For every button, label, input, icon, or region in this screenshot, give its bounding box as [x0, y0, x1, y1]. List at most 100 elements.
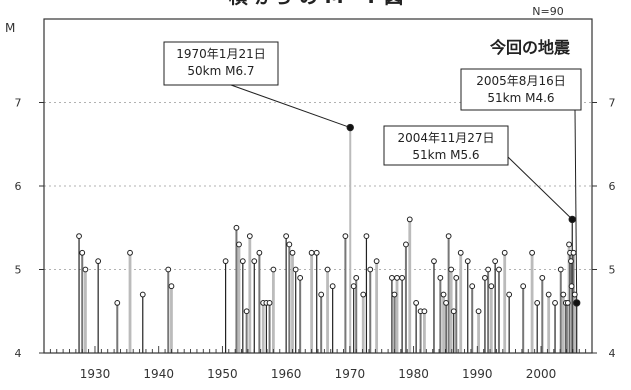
plot-frame: [43, 18, 593, 354]
event-point: [350, 283, 357, 290]
event-point: [127, 249, 133, 256]
event-count-label: N=90: [532, 5, 563, 18]
event-point: [545, 291, 552, 298]
event-point: [308, 249, 315, 256]
event-points: [76, 123, 581, 315]
event-point: [82, 266, 89, 273]
annotation-box: [383, 125, 509, 166]
event-point: [270, 266, 277, 273]
event-point: [568, 215, 576, 224]
event-point: [520, 283, 527, 290]
event-point: [313, 249, 320, 256]
event-point: [564, 300, 571, 306]
event-point: [506, 291, 513, 298]
event-point: [342, 233, 349, 240]
event-point: [568, 258, 574, 265]
event-point: [492, 258, 499, 265]
annotation-text: 51km M4.6: [487, 91, 554, 105]
y-tick-label: 6: [609, 180, 616, 193]
annotation-leader: [574, 109, 578, 303]
y-tick-label: 6: [15, 180, 22, 193]
event-point: [448, 266, 455, 273]
event-point: [469, 283, 476, 290]
event-point: [367, 266, 374, 273]
grid: [44, 102, 592, 270]
event-point: [165, 266, 172, 273]
event-point: [76, 233, 82, 240]
event-point: [488, 283, 495, 290]
event-point: [246, 233, 253, 240]
annotation-box: [460, 68, 582, 111]
event-point: [573, 299, 581, 307]
event-point: [566, 241, 572, 248]
event-point: [353, 274, 360, 281]
event-point: [324, 266, 331, 273]
annotation-text: 51km M5.6: [412, 148, 479, 162]
event-point: [568, 283, 575, 290]
event-point: [222, 258, 229, 265]
annotations: 1970年1月21日 50km M6.7 2004年11月27日 51km M5.6 2…: [163, 38, 582, 166]
event-point: [346, 123, 354, 132]
chart-title: 横 から の M - T 図: [229, 0, 403, 8]
event-point: [552, 300, 558, 306]
event-point: [373, 258, 380, 265]
event-point: [243, 308, 250, 315]
event-point: [283, 233, 290, 240]
x-tick-label: 2000: [526, 367, 557, 381]
annotation-text: 1970年1月21日: [176, 47, 265, 61]
event-point: [421, 308, 428, 315]
event-point: [560, 291, 567, 298]
y-axis-label: M: [5, 21, 15, 35]
y-tick-label: 5: [15, 264, 22, 277]
event-point: [363, 233, 370, 240]
current-event-label: 今回の地震: [489, 38, 571, 57]
event-point: [570, 249, 577, 256]
x-tick-label: 1970: [335, 367, 366, 381]
event-point: [453, 274, 460, 281]
event-point: [440, 291, 447, 298]
event-point: [445, 233, 452, 240]
x-tick-label: 1980: [398, 367, 429, 381]
event-point: [571, 291, 578, 298]
event-point: [256, 249, 263, 256]
event-point: [292, 266, 299, 273]
x-tick-label: 1960: [271, 367, 302, 381]
event-point: [431, 258, 437, 265]
x-tick-label: 1950: [207, 367, 238, 381]
event-point: [406, 216, 413, 223]
annotation-leaders: [230, 84, 578, 303]
annotation-text: 2005年8月16日: [476, 74, 565, 88]
event-point: [539, 274, 546, 281]
event-point: [501, 249, 508, 256]
y-tick-label: 4: [609, 347, 616, 360]
event-point: [266, 300, 273, 306]
event-point: [413, 300, 420, 306]
y-tick-label: 7: [609, 97, 616, 110]
event-point: [482, 274, 488, 281]
annotation-box: [163, 41, 279, 86]
event-point: [394, 274, 400, 281]
event-point: [233, 224, 240, 231]
event-point: [318, 291, 325, 298]
annotation-leader: [507, 156, 573, 220]
annotation-text: 2004年11月27日: [397, 131, 494, 145]
event-point: [437, 274, 444, 281]
event-point: [79, 249, 86, 256]
event-point: [450, 308, 457, 315]
axis-ticks: 4 4 5 5 6 6 7 7 1930 1940 1950 1960 1970 1980 1990 2000: [15, 97, 616, 382]
event-point: [95, 258, 102, 265]
event-point: [289, 249, 296, 256]
event-point: [114, 300, 121, 306]
event-point: [286, 241, 293, 248]
event-point: [529, 249, 536, 256]
event-point: [139, 291, 146, 298]
event-point: [297, 274, 304, 281]
event-point: [236, 241, 242, 248]
event-point: [391, 291, 398, 298]
event-point: [329, 283, 336, 290]
event-point: [403, 241, 409, 248]
annotation-leader: [230, 84, 351, 129]
event-point: [457, 249, 464, 256]
y-tick-label: 7: [15, 97, 22, 110]
event-point: [251, 258, 258, 265]
